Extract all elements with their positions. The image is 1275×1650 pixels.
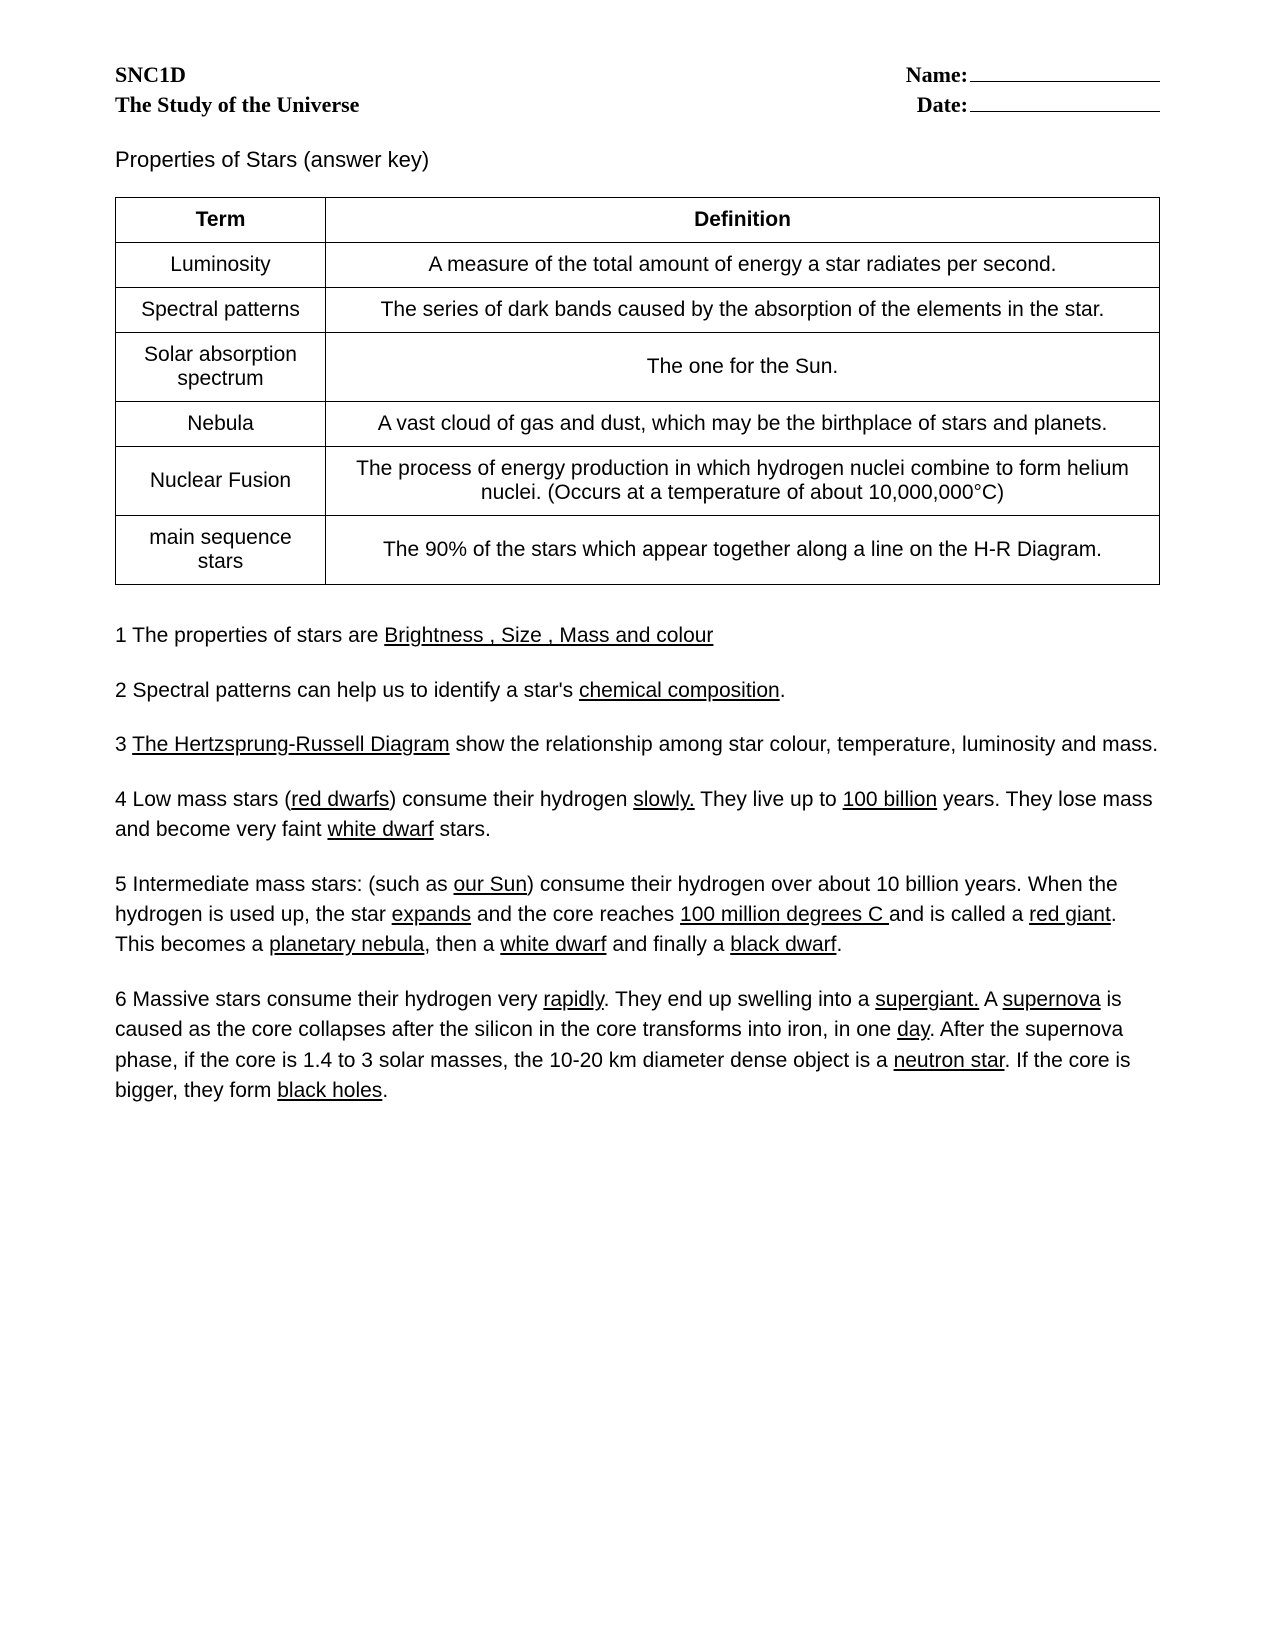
note-text: stars.: [434, 818, 491, 841]
note-text: and the core reaches: [471, 903, 680, 926]
answer-underline: red giant: [1029, 903, 1111, 926]
answer-underline: white dwarf: [500, 933, 606, 956]
note-text: , then a: [424, 933, 500, 956]
table-row: main sequence stars The 90% of the stars…: [116, 516, 1160, 585]
definition-cell: The one for the Sun.: [326, 333, 1160, 402]
note-2: 2 Spectral patterns can help us to ident…: [115, 676, 1160, 706]
term-cell: Luminosity: [116, 243, 326, 288]
course-code: SNC1D: [115, 60, 359, 90]
worksheet-page: SNC1D The Study of the Universe Name: Da…: [0, 0, 1275, 1107]
note-number: 3: [115, 733, 127, 756]
answer-underline: rapidly: [543, 988, 603, 1011]
definition-cell: The process of energy production in whic…: [326, 447, 1160, 516]
term-cell: main sequence stars: [116, 516, 326, 585]
note-5: 5 Intermediate mass stars: (such as our …: [115, 870, 1160, 961]
note-4: 4 Low mass stars (red dwarfs) consume th…: [115, 785, 1160, 846]
note-text: . They end up swelling into a: [604, 988, 876, 1011]
definition-cell: The 90% of the stars which appear togeth…: [326, 516, 1160, 585]
note-text: Low mass stars (: [127, 788, 292, 811]
unit-title: The Study of the Universe: [115, 90, 359, 120]
note-text: and is called a: [889, 903, 1029, 926]
term-cell: Spectral patterns: [116, 288, 326, 333]
note-3: 3 The Hertzsprung-Russell Diagram show t…: [115, 730, 1160, 760]
answer-underline: Brightness , Size , Mass and colour: [384, 624, 713, 647]
note-text: .: [382, 1079, 388, 1102]
answer-underline: The Hertzsprung-Russell Diagram: [132, 733, 449, 756]
header-right: Name: Date:: [906, 60, 1160, 119]
date-blank[interactable]: [970, 111, 1160, 112]
answer-underline: chemical composition: [579, 679, 780, 702]
answer-underline: expands: [392, 903, 471, 926]
answer-underline: white dwarf: [327, 818, 433, 841]
date-field-row: Date:: [906, 90, 1160, 120]
note-text: ) consume their hydrogen: [389, 788, 633, 811]
col-header-definition: Definition: [326, 198, 1160, 243]
definition-cell: A measure of the total amount of energy …: [326, 243, 1160, 288]
definitions-table: Term Definition Luminosity A measure of …: [115, 197, 1160, 585]
answer-underline: slowly.: [633, 788, 694, 811]
note-text: Spectral patterns can help us to identif…: [127, 679, 579, 702]
definition-cell: The series of dark bands caused by the a…: [326, 288, 1160, 333]
note-text: They live up to: [695, 788, 843, 811]
table-row: Nuclear Fusion The process of energy pro…: [116, 447, 1160, 516]
note-text: .: [836, 933, 842, 956]
answer-underline: day: [897, 1018, 929, 1041]
note-text: The properties of stars are: [127, 624, 385, 647]
answer-underline: planetary nebula: [269, 933, 424, 956]
note-6: 6 Massive stars consume their hydrogen v…: [115, 985, 1160, 1107]
note-number: 2: [115, 679, 127, 702]
answer-underline: 100 billion: [843, 788, 938, 811]
note-number: 5: [115, 873, 127, 896]
note-text: Massive stars consume their hydrogen ver…: [127, 988, 544, 1011]
col-header-term: Term: [116, 198, 326, 243]
note-text: and finally a: [606, 933, 730, 956]
answer-underline: supernova: [1003, 988, 1101, 1011]
answer-underline: supergiant.: [875, 988, 979, 1011]
answer-underline: neutron star: [894, 1049, 1005, 1072]
term-cell: Solar absorption spectrum: [116, 333, 326, 402]
section-title: Properties of Stars (answer key): [115, 147, 1160, 173]
page-header: SNC1D The Study of the Universe Name: Da…: [115, 60, 1160, 119]
answer-underline: our Sun: [453, 873, 527, 896]
date-label: Date:: [917, 92, 968, 117]
answer-underline: 100 million degrees C: [680, 903, 889, 926]
name-label: Name:: [906, 62, 968, 87]
answer-underline: black holes: [277, 1079, 382, 1102]
table-row: Luminosity A measure of the total amount…: [116, 243, 1160, 288]
answer-underline: black dwarf: [730, 933, 836, 956]
definition-cell: A vast cloud of gas and dust, which may …: [326, 402, 1160, 447]
note-number: 4: [115, 788, 127, 811]
table-row: Spectral patterns The series of dark ban…: [116, 288, 1160, 333]
note-text: A: [979, 988, 1002, 1011]
name-field-row: Name:: [906, 60, 1160, 90]
note-number: 6: [115, 988, 127, 1011]
term-cell: Nuclear Fusion: [116, 447, 326, 516]
table-row: Solar absorption spectrum The one for th…: [116, 333, 1160, 402]
table-row: Nebula A vast cloud of gas and dust, whi…: [116, 402, 1160, 447]
note-1: 1 The properties of stars are Brightness…: [115, 621, 1160, 651]
name-blank[interactable]: [970, 81, 1160, 82]
answer-underline: red dwarfs: [291, 788, 389, 811]
note-text: .: [780, 679, 786, 702]
note-number: 1: [115, 624, 127, 647]
term-cell: Nebula: [116, 402, 326, 447]
notes-section: 1 The properties of stars are Brightness…: [115, 621, 1160, 1106]
note-text: show the relationship among star colour,…: [450, 733, 1159, 756]
header-left: SNC1D The Study of the Universe: [115, 60, 359, 119]
note-text: Intermediate mass stars: (such as: [127, 873, 454, 896]
table-header-row: Term Definition: [116, 198, 1160, 243]
